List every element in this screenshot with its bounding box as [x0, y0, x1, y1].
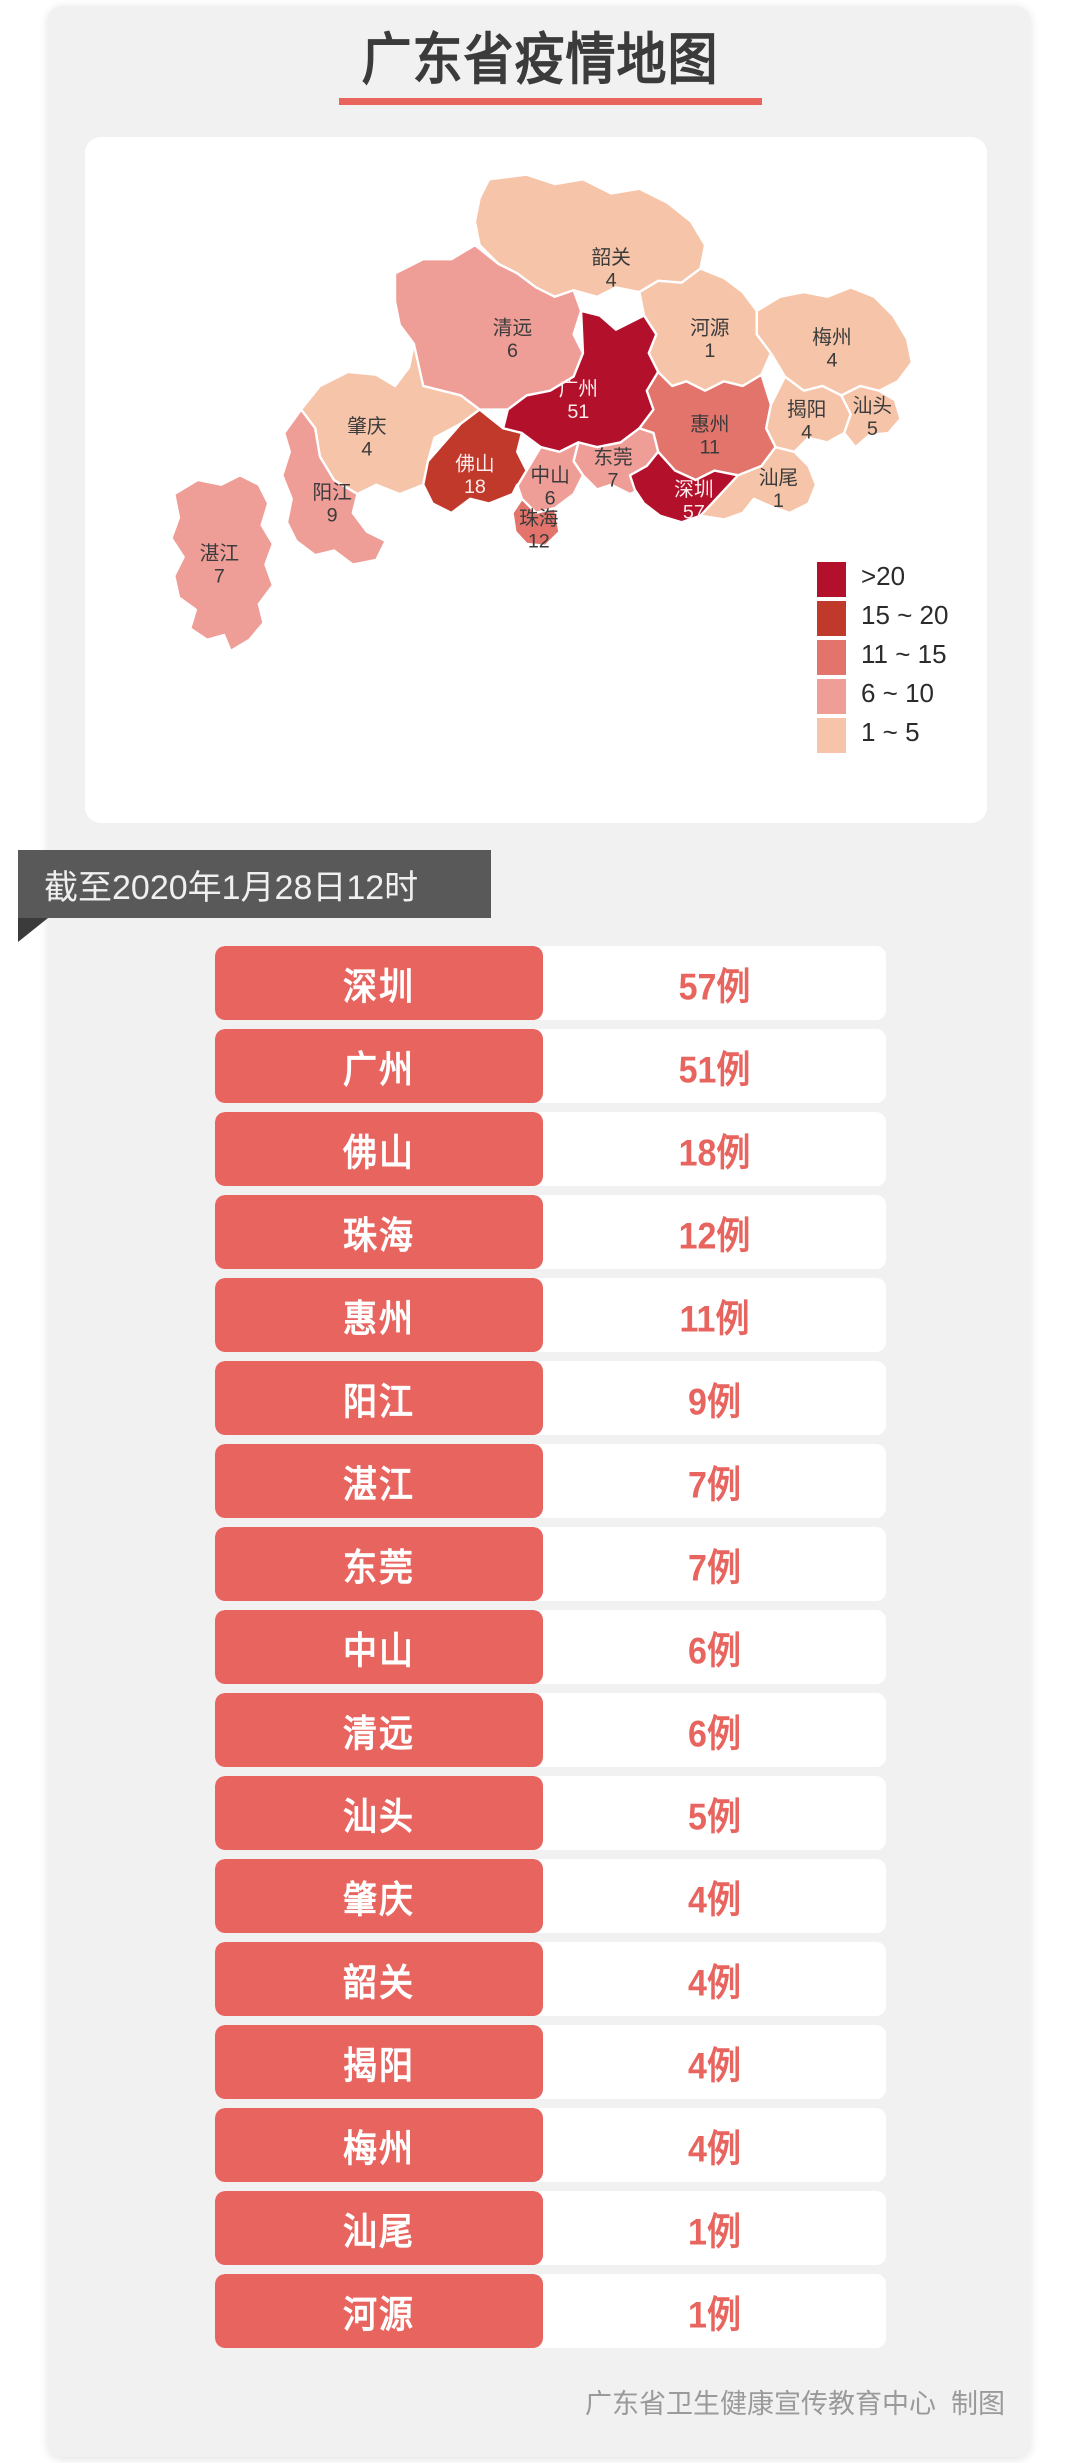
svg-text:揭阳: 揭阳 [787, 399, 826, 421]
svg-text:9: 9 [327, 504, 338, 526]
svg-text:6: 6 [545, 487, 556, 509]
svg-text:51: 51 [567, 401, 589, 423]
svg-text:清远: 清远 [493, 317, 533, 339]
svg-text:汕尾: 汕尾 [759, 468, 798, 490]
svg-text:4: 4 [826, 349, 837, 371]
svg-text:肇庆: 肇庆 [347, 416, 386, 438]
svg-text:12: 12 [528, 531, 550, 553]
svg-text:57: 57 [683, 502, 705, 524]
svg-text:1: 1 [704, 340, 715, 362]
svg-text:7: 7 [214, 565, 225, 587]
svg-text:河源: 河源 [690, 317, 730, 339]
svg-text:深圳: 深圳 [674, 479, 713, 501]
svg-text:湛江: 湛江 [200, 543, 239, 565]
svg-text:5: 5 [867, 418, 878, 440]
svg-text:惠州: 惠州 [690, 414, 729, 436]
svg-text:4: 4 [801, 422, 812, 444]
svg-text:6: 6 [507, 340, 518, 362]
svg-text:阳江: 阳江 [312, 482, 351, 504]
svg-text:7: 7 [608, 470, 619, 492]
svg-text:佛山: 佛山 [455, 454, 494, 476]
svg-text:4: 4 [361, 439, 372, 461]
svg-text:梅州: 梅州 [812, 327, 851, 349]
svg-text:18: 18 [464, 476, 486, 498]
svg-text:汕头: 汕头 [853, 395, 892, 417]
svg-text:珠海: 珠海 [519, 508, 558, 530]
svg-text:4: 4 [606, 269, 617, 291]
svg-text:韶关: 韶关 [591, 247, 630, 269]
svg-text:东莞: 东莞 [593, 447, 632, 469]
svg-text:1: 1 [773, 490, 784, 512]
svg-text:中山: 中山 [530, 465, 569, 487]
svg-text:11: 11 [700, 437, 720, 459]
svg-text:广州: 广州 [559, 378, 598, 400]
